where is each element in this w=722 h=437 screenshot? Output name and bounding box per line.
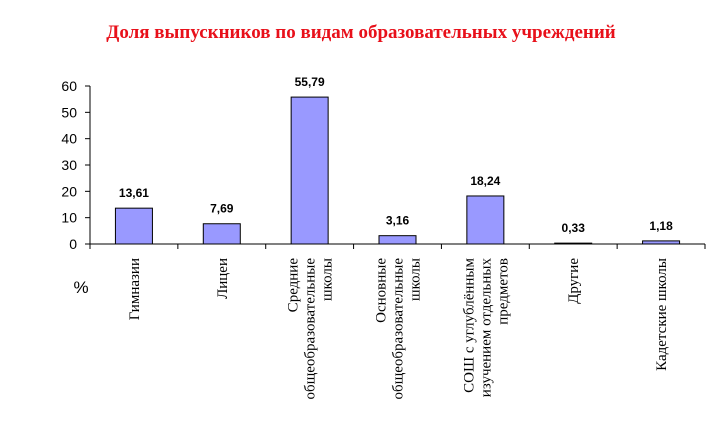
y-tick-label: 50 (61, 104, 77, 120)
y-tick-label: 20 (61, 183, 77, 199)
y-tick-label: 0 (69, 236, 77, 252)
category-label-line: изучением отдельных (478, 258, 494, 398)
bar (290, 96, 329, 245)
category-label-line: СОШ с углублённым (461, 258, 477, 393)
data-label: 1,18 (649, 219, 673, 233)
category-label-line: общеобразовательные (303, 258, 319, 400)
y-ticks: 0 10 20 30 40 50 60 (61, 78, 90, 252)
data-labels: 13,61 7,69 55,79 3,16 18,24 0,33 1,18 (119, 75, 673, 235)
category-label-line: школы (408, 258, 424, 301)
category-label: Другие (566, 258, 582, 304)
bar (378, 235, 417, 245)
data-label: 0,33 (562, 221, 586, 235)
y-tick-label: 10 (61, 210, 77, 226)
bar (114, 207, 153, 245)
bars (114, 96, 681, 245)
data-label: 13,61 (119, 186, 149, 200)
bar (202, 223, 241, 245)
data-label: 55,79 (295, 75, 325, 89)
category-label: Лицеи (215, 258, 231, 299)
bar (466, 195, 505, 245)
category-label-line: общеобразовательные (391, 258, 407, 400)
category-labels: Гимназии Лицеи Средние общеобразовательные ш… (127, 258, 670, 400)
data-label: 7,69 (210, 202, 234, 216)
bar (642, 240, 681, 245)
data-label: 3,16 (386, 214, 410, 228)
category-label: Кадетские школы (654, 258, 670, 371)
category-label-line: предметов (495, 258, 511, 325)
category-label-line: школы (320, 258, 336, 301)
category-label-line: Средние (286, 258, 302, 313)
bar (554, 242, 593, 245)
category-label: Основные общеобразовательные школы (374, 258, 424, 400)
category-label: Средние общеобразовательные школы (286, 258, 336, 400)
chart-title: Доля выпускников по видам образовательны… (106, 22, 616, 43)
category-label-line: Другие (566, 258, 582, 304)
category-label-line: Кадетские школы (654, 258, 670, 371)
data-label: 18,24 (470, 174, 500, 188)
category-label-line: Основные (374, 258, 390, 323)
y-tick-label: 60 (61, 78, 77, 94)
y-axis-label: % (73, 278, 88, 297)
category-label-line: Лицеи (215, 258, 231, 299)
category-label: СОШ с углублённым изучением отдельных пред… (461, 258, 511, 398)
y-tick-label: 40 (61, 131, 77, 147)
category-label-line: Гимназии (127, 258, 143, 320)
category-label: Гимназии (127, 258, 143, 320)
y-tick-label: 30 (61, 157, 77, 173)
